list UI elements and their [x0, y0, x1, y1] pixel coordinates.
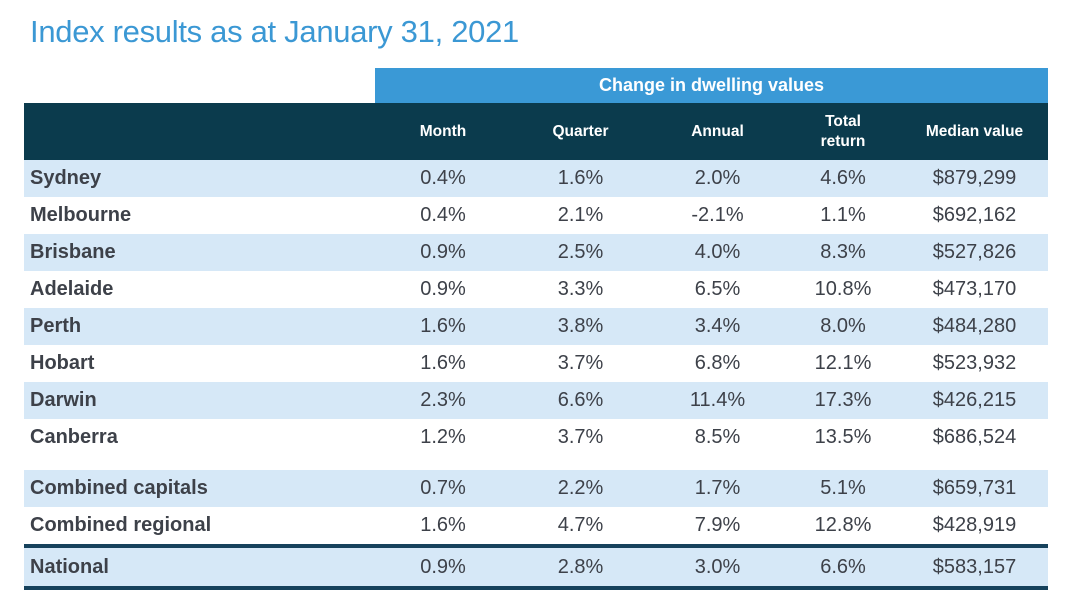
quarter-value: 2.8% [557, 555, 604, 578]
total-return-value: 8.0% [820, 315, 866, 337]
quarter-value: 3.8% [557, 315, 604, 337]
page-title: Index results as at January 31, 2021 [30, 14, 519, 49]
header-month: Month [419, 122, 467, 140]
annual-value: 3.0% [694, 555, 741, 578]
row-label: National [30, 555, 109, 578]
annual-value: 8.5% [694, 426, 741, 448]
table-row-combined-capitals: Combined capitals 0.7% 2.2% 1.7% 5.1% $6… [24, 470, 1048, 507]
row-label: Perth [30, 315, 82, 337]
index-results-table: Change in dwelling values Month Quarter … [24, 68, 1048, 590]
total-return-value: 12.1% [814, 352, 872, 374]
total-return-value: 13.5% [814, 426, 872, 448]
month-value: 0.4% [420, 167, 466, 189]
header-quarter: Quarter [552, 122, 609, 140]
table-row-perth: Perth 1.6% 3.8% 3.4% 8.0% $484,280 [24, 308, 1048, 345]
total-return-value: 17.3% [814, 389, 872, 411]
annual-value: 1.7% [694, 477, 741, 499]
median-value: $523,932 [932, 352, 1017, 374]
table-row-sydney: Sydney 0.4% 1.6% 2.0% 4.6% $879,299 [24, 160, 1048, 197]
month-value: 0.9% [420, 555, 466, 578]
header-total-return: Total return [785, 103, 901, 160]
month-value: 0.9% [420, 241, 466, 263]
table-row-combined-regional: Combined regional 1.6% 4.7% 7.9% 12.8% $… [24, 507, 1048, 544]
annual-value: 6.5% [694, 278, 741, 300]
quarter-value: 3.3% [557, 278, 604, 300]
quarter-value: 4.7% [557, 514, 604, 536]
table-header-row: Month Quarter Annual Total return Median… [24, 103, 1048, 160]
median-value: $428,919 [932, 514, 1017, 536]
total-return-value: 5.1% [820, 477, 866, 499]
median-value: $473,170 [932, 278, 1017, 300]
month-value: 0.4% [420, 204, 466, 226]
header-annual: Annual [691, 122, 744, 140]
change-in-dwelling-values-band: Change in dwelling values [375, 68, 1048, 103]
median-value: $583,157 [932, 555, 1017, 578]
annual-value: 6.8% [694, 352, 741, 374]
header-total-return-label: Total return [820, 113, 866, 150]
annual-value: 11.4% [689, 389, 746, 411]
row-label: Sydney [30, 167, 102, 189]
row-label: Combined capitals [30, 477, 208, 499]
table-row-hobart: Hobart 1.6% 3.7% 6.8% 12.1% $523,932 [24, 345, 1048, 382]
annual-value: 4.0% [694, 241, 741, 263]
month-value: 1.2% [420, 426, 466, 448]
quarter-value: 2.2% [557, 477, 604, 499]
month-value: 0.9% [420, 278, 466, 300]
annual-value: 3.4% [694, 315, 741, 337]
median-value: $659,731 [932, 477, 1017, 499]
median-value: $686,524 [932, 426, 1017, 448]
month-value: 1.6% [420, 315, 466, 337]
total-return-value: 6.6% [820, 555, 866, 578]
median-value: $426,215 [932, 389, 1017, 411]
row-label: Adelaide [30, 278, 114, 300]
row-label: Melbourne [30, 204, 132, 226]
table-row-adelaide: Adelaide 0.9% 3.3% 6.5% 10.8% $473,170 [24, 271, 1048, 308]
quarter-value: 3.7% [557, 426, 604, 448]
quarter-value: 6.6% [557, 389, 604, 411]
quarter-value: 2.1% [557, 204, 604, 226]
total-return-value: 8.3% [820, 241, 866, 263]
annual-value: 7.9% [694, 514, 741, 536]
total-return-value: 10.8% [814, 278, 872, 300]
quarter-value: 1.6% [557, 167, 604, 189]
total-return-value: 12.8% [814, 514, 872, 536]
quarter-value: 2.5% [557, 241, 604, 263]
row-label: Canberra [30, 426, 118, 448]
row-label: Brisbane [30, 241, 116, 263]
annual-value: 2.0% [694, 167, 741, 189]
band-label: Change in dwelling values [598, 75, 825, 95]
month-value: 2.3% [420, 389, 466, 411]
table-row-national: National 0.9% 2.8% 3.0% 6.6% $583,157 [24, 544, 1048, 590]
table-row-darwin: Darwin 2.3% 6.6% 11.4% 17.3% $426,215 [24, 382, 1048, 419]
month-value: 1.6% [420, 352, 466, 374]
median-value: $527,826 [932, 241, 1017, 263]
row-label: Darwin [30, 389, 97, 411]
median-value: $879,299 [932, 167, 1017, 189]
median-value: $692,162 [932, 204, 1017, 226]
section-gap [24, 456, 1048, 470]
total-return-value: 4.6% [820, 167, 866, 189]
header-spacer [24, 103, 375, 160]
table-row-canberra: Canberra 1.2% 3.7% 8.5% 13.5% $686,524 [24, 419, 1048, 456]
median-value: $484,280 [932, 315, 1017, 337]
month-value: 0.7% [420, 477, 466, 499]
header-median-value: Median value [925, 122, 1024, 140]
quarter-value: 3.7% [557, 352, 604, 374]
table-row-brisbane: Brisbane 0.9% 2.5% 4.0% 8.3% $527,826 [24, 234, 1048, 271]
annual-value: -2.1% [691, 204, 744, 226]
row-label: Hobart [30, 352, 95, 374]
table-row-melbourne: Melbourne 0.4% 2.1% -2.1% 1.1% $692,162 [24, 197, 1048, 234]
total-return-value: 1.1% [820, 204, 866, 226]
month-value: 1.6% [420, 514, 466, 536]
row-label: Combined regional [30, 514, 212, 536]
